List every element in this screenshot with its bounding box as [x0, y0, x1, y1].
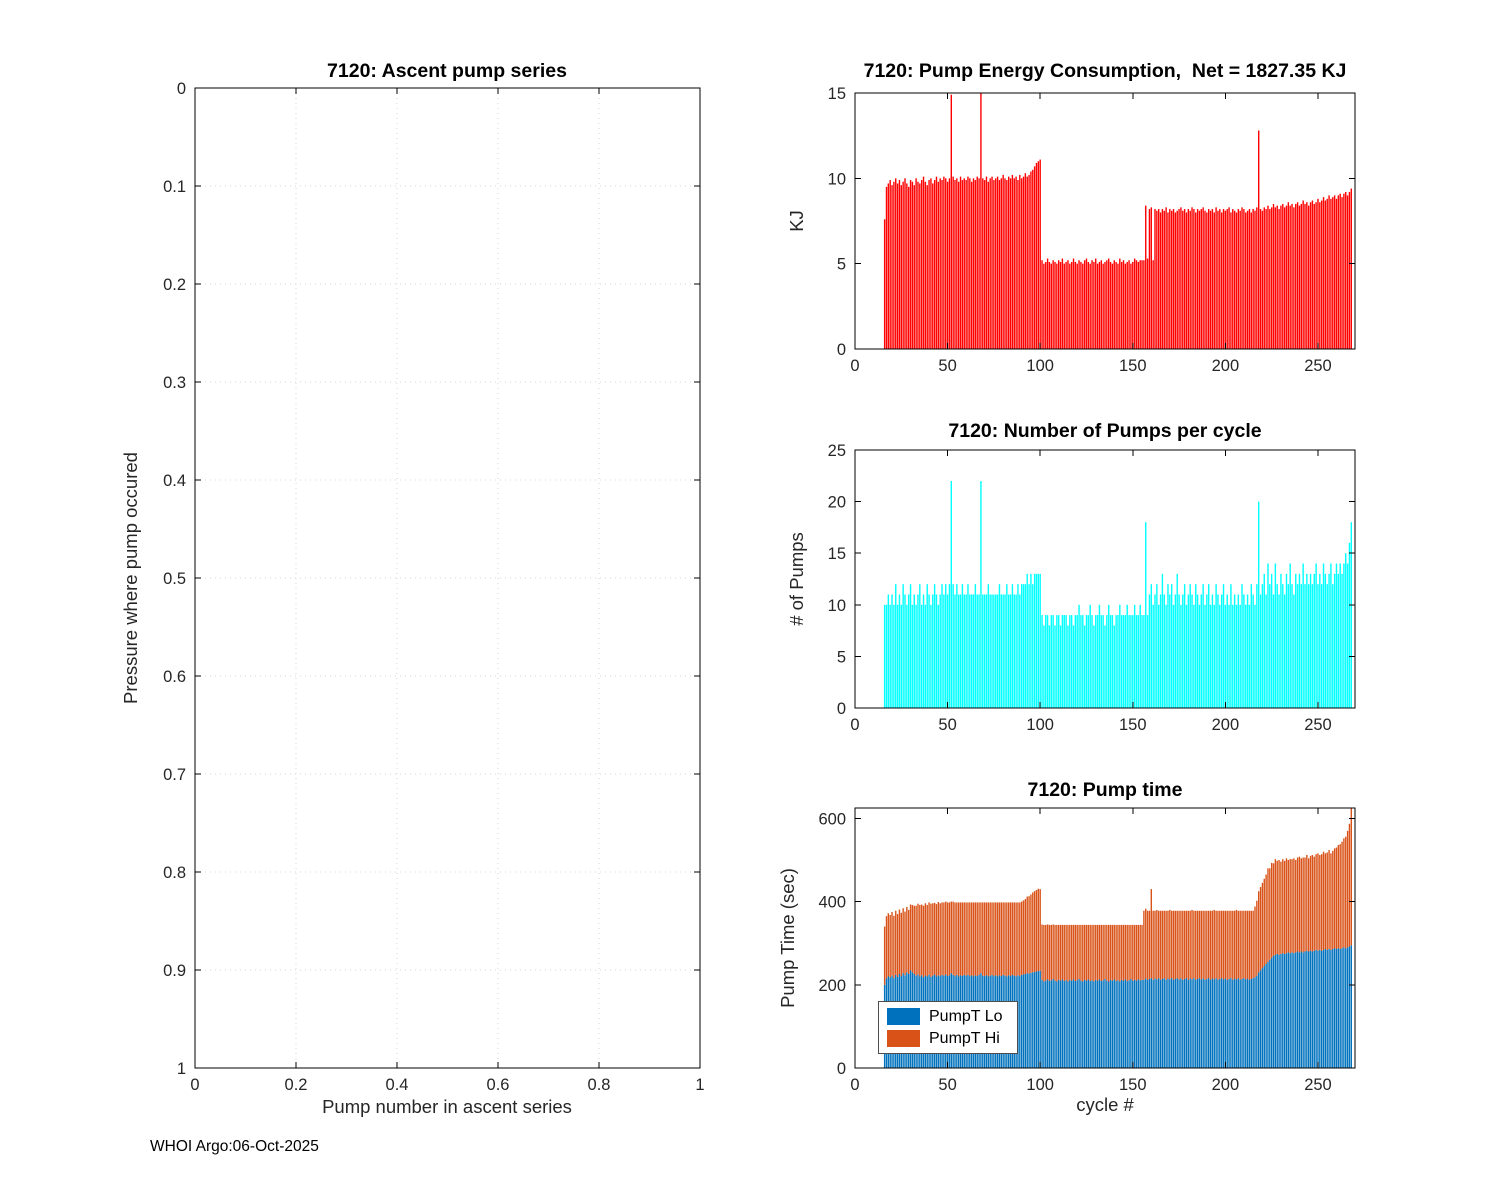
svg-text:150: 150 — [1119, 357, 1147, 375]
svg-text:0: 0 — [850, 357, 859, 375]
svg-text:0.5: 0.5 — [163, 570, 186, 588]
svg-text:5: 5 — [837, 648, 846, 666]
svg-text:600: 600 — [818, 810, 846, 828]
ascent-xlabel: Pump number in ascent series — [322, 1096, 572, 1117]
svg-text:20: 20 — [828, 494, 846, 512]
ascent-axes — [194, 87, 701, 1069]
svg-text:0: 0 — [837, 700, 846, 718]
svg-text:100: 100 — [1026, 1076, 1054, 1094]
svg-text:400: 400 — [818, 894, 846, 912]
svg-text:0: 0 — [177, 80, 186, 98]
pumps-bars — [883, 480, 1352, 708]
footer-text: WHOI Argo:06-Oct-2025 — [150, 1138, 319, 1155]
energy-tick-labels: 0 50 100 150 200 250 0 5 10 15 — [828, 85, 1332, 375]
svg-text:200: 200 — [818, 977, 846, 995]
svg-text:0.1: 0.1 — [163, 178, 186, 196]
svg-text:0.4: 0.4 — [386, 1076, 409, 1094]
svg-text:250: 250 — [1304, 1076, 1332, 1094]
svg-text:0.2: 0.2 — [163, 276, 186, 294]
svg-text:5: 5 — [837, 256, 846, 274]
svg-text:0.8: 0.8 — [163, 864, 186, 882]
svg-text:0: 0 — [837, 341, 846, 359]
ascent-plot-title: 7120: Ascent pump series — [327, 60, 567, 82]
svg-text:100: 100 — [1026, 357, 1054, 375]
pumps-tick-labels: 0 50 100 150 200 250 0 5 10 15 20 25 — [828, 442, 1332, 734]
svg-text:50: 50 — [938, 1076, 956, 1094]
pumps-ylabel: # of Pumps — [786, 532, 807, 626]
time-xlabel: cycle # — [1076, 1094, 1134, 1115]
svg-text:250: 250 — [1304, 357, 1332, 375]
svg-text:150: 150 — [1119, 716, 1147, 734]
svg-text:0.7: 0.7 — [163, 766, 186, 784]
svg-text:15: 15 — [828, 85, 846, 103]
svg-text:10: 10 — [828, 170, 846, 188]
svg-text:0: 0 — [837, 1060, 846, 1078]
svg-text:50: 50 — [938, 357, 956, 375]
pumptime-tick-labels: 0 50 100 150 200 250 0 200 400 600 — [818, 810, 1331, 1094]
svg-text:1: 1 — [695, 1076, 704, 1094]
ascent-tick-labels: 0 0.2 0.4 0.6 0.8 100.10.20.30.40.50.60.70.80… — [163, 80, 705, 1094]
svg-text:50: 50 — [938, 716, 956, 734]
pumptime-axes — [854, 807, 1356, 1069]
legend-label-pumpt-lo: PumpT Lo — [929, 1007, 1003, 1025]
svg-text:0.3: 0.3 — [163, 374, 186, 392]
svg-text:0: 0 — [850, 1076, 859, 1094]
svg-text:0: 0 — [850, 716, 859, 734]
energy-bars — [883, 93, 1352, 349]
legend-label-pumpt-hi: PumpT Hi — [929, 1029, 1000, 1047]
legend-swatch-pumpt-hi — [887, 1030, 920, 1047]
energy-ylabel: KJ — [786, 210, 807, 232]
svg-text:150: 150 — [1119, 1076, 1147, 1094]
svg-text:0.9: 0.9 — [163, 962, 186, 980]
energy-plot-title: 7120: Pump Energy Consumption, Net = 182… — [863, 60, 1347, 82]
legend: PumpT Lo PumpT Hi — [878, 1001, 1018, 1054]
svg-text:15: 15 — [828, 545, 846, 563]
energy-axes — [854, 92, 1356, 350]
legend-item-pumpt-hi: PumpT Hi — [887, 1030, 1003, 1047]
svg-text:10: 10 — [828, 597, 846, 615]
svg-text:0.6: 0.6 — [163, 668, 186, 686]
svg-text:0.2: 0.2 — [285, 1076, 308, 1094]
svg-text:100: 100 — [1026, 716, 1054, 734]
pumps-axes — [854, 449, 1356, 709]
svg-text:0: 0 — [190, 1076, 199, 1094]
legend-swatch-pumpt-lo — [887, 1008, 920, 1025]
svg-text:200: 200 — [1212, 716, 1240, 734]
svg-text:1: 1 — [177, 1060, 186, 1078]
svg-text:0.6: 0.6 — [487, 1076, 510, 1094]
ascent-ylabel: Pressure where pump occured — [120, 452, 141, 704]
svg-text:200: 200 — [1212, 1076, 1240, 1094]
time-plot-title: 7120: Pump time — [1027, 779, 1183, 801]
time-ylabel: Pump Time (sec) — [777, 868, 798, 1008]
svg-text:25: 25 — [828, 442, 846, 460]
svg-text:200: 200 — [1212, 357, 1240, 375]
legend-item-pumpt-lo: PumpT Lo — [887, 1008, 1003, 1025]
svg-text:0.8: 0.8 — [588, 1076, 611, 1094]
svg-text:250: 250 — [1304, 716, 1332, 734]
svg-text:0.4: 0.4 — [163, 472, 186, 490]
pumps-plot-title: 7120: Number of Pumps per cycle — [948, 420, 1262, 442]
